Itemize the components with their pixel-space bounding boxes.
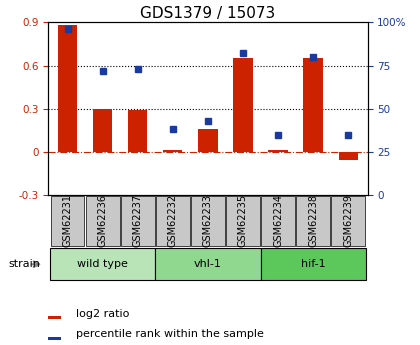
FancyBboxPatch shape — [51, 196, 84, 246]
Bar — [48, 337, 61, 339]
Text: GSM62236: GSM62236 — [98, 194, 108, 247]
Text: log2 ratio: log2 ratio — [76, 309, 130, 318]
Bar — [234, 58, 252, 152]
Bar — [48, 316, 61, 319]
Bar — [198, 129, 218, 152]
Text: GSM62233: GSM62233 — [203, 194, 213, 247]
Text: strain: strain — [8, 259, 40, 269]
FancyBboxPatch shape — [261, 196, 295, 246]
Bar — [163, 150, 182, 152]
Text: percentile rank within the sample: percentile rank within the sample — [76, 329, 264, 339]
Text: GSM62231: GSM62231 — [63, 194, 73, 247]
Bar — [304, 58, 323, 152]
Text: vhl-1: vhl-1 — [194, 259, 222, 269]
Bar — [128, 110, 147, 152]
Text: GSM62237: GSM62237 — [133, 194, 143, 247]
Text: wild type: wild type — [77, 259, 128, 269]
Text: GSM62238: GSM62238 — [308, 194, 318, 247]
Text: GSM62232: GSM62232 — [168, 194, 178, 247]
Text: GSM62235: GSM62235 — [238, 194, 248, 247]
Text: GSM62239: GSM62239 — [343, 194, 353, 247]
FancyBboxPatch shape — [156, 196, 190, 246]
FancyBboxPatch shape — [121, 196, 155, 246]
FancyBboxPatch shape — [296, 196, 330, 246]
Text: GSM62234: GSM62234 — [273, 194, 283, 247]
FancyBboxPatch shape — [50, 248, 155, 280]
Title: GDS1379 / 15073: GDS1379 / 15073 — [140, 6, 276, 21]
Bar — [339, 152, 358, 160]
FancyBboxPatch shape — [331, 196, 365, 246]
Bar — [268, 150, 288, 152]
FancyBboxPatch shape — [155, 248, 260, 280]
FancyBboxPatch shape — [191, 196, 225, 246]
FancyBboxPatch shape — [86, 196, 120, 246]
Bar — [93, 109, 112, 152]
Bar — [58, 25, 77, 152]
Text: hif-1: hif-1 — [301, 259, 326, 269]
FancyBboxPatch shape — [226, 196, 260, 246]
FancyBboxPatch shape — [260, 248, 366, 280]
